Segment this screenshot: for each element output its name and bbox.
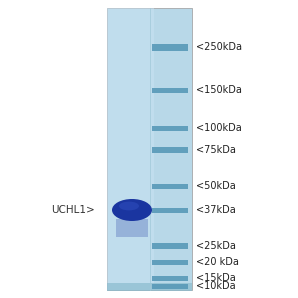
FancyBboxPatch shape <box>152 260 188 265</box>
FancyBboxPatch shape <box>107 8 192 290</box>
FancyBboxPatch shape <box>152 44 188 51</box>
FancyBboxPatch shape <box>152 126 188 131</box>
Ellipse shape <box>119 202 139 210</box>
Text: <20 kDa: <20 kDa <box>196 257 239 267</box>
Text: <100kDa: <100kDa <box>196 123 242 133</box>
FancyBboxPatch shape <box>152 208 188 213</box>
FancyBboxPatch shape <box>107 8 154 290</box>
Text: <25kDa: <25kDa <box>196 241 236 251</box>
FancyBboxPatch shape <box>116 219 148 237</box>
Text: UCHL1>: UCHL1> <box>51 205 95 215</box>
FancyBboxPatch shape <box>152 184 188 189</box>
FancyBboxPatch shape <box>107 283 192 291</box>
Text: <150kDa: <150kDa <box>196 85 242 95</box>
FancyBboxPatch shape <box>152 243 188 249</box>
FancyBboxPatch shape <box>152 276 188 281</box>
Text: <15kDa: <15kDa <box>196 273 236 283</box>
Text: <37kDa: <37kDa <box>196 205 236 215</box>
Text: <10kDa: <10kDa <box>196 281 236 291</box>
Text: <50kDa: <50kDa <box>196 181 236 191</box>
Text: <75kDa: <75kDa <box>196 145 236 155</box>
Ellipse shape <box>112 199 152 221</box>
Text: <250kDa: <250kDa <box>196 42 242 52</box>
FancyBboxPatch shape <box>152 147 188 153</box>
FancyBboxPatch shape <box>152 88 188 93</box>
FancyBboxPatch shape <box>152 284 188 289</box>
